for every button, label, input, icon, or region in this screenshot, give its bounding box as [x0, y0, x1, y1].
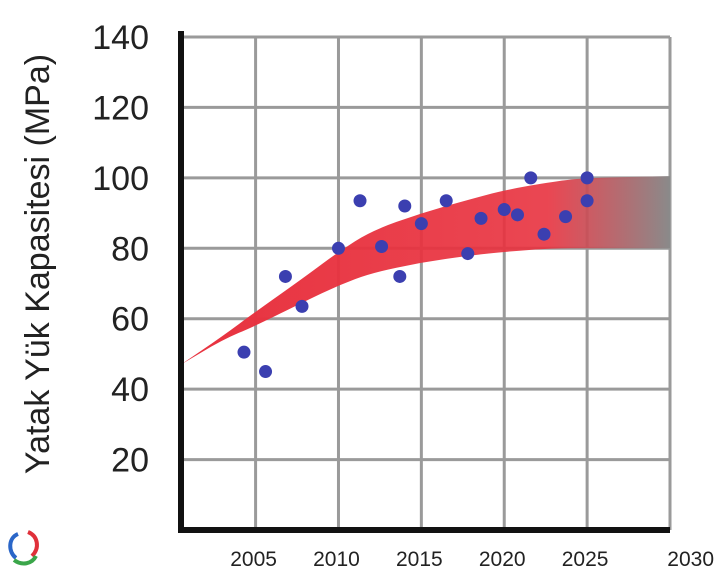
data-point: [414, 217, 428, 231]
y-tick-label: 80: [111, 230, 149, 268]
y-axis-label: Yatak Yük Kapasitesi (MPa): [19, 54, 57, 474]
data-point: [331, 241, 345, 255]
data-point: [474, 211, 488, 225]
y-tick-label: 100: [92, 160, 149, 198]
scatter-points: [237, 171, 594, 379]
x-tick-label: 2025: [562, 548, 609, 571]
data-point: [510, 208, 524, 222]
grid-lines: [181, 35, 672, 530]
data-point: [259, 365, 273, 379]
x-tick-label: 2010: [313, 548, 360, 571]
y-tick-label: 20: [111, 442, 149, 480]
data-point: [439, 194, 453, 208]
x-tick-label: 2020: [479, 548, 526, 571]
data-point: [497, 203, 511, 217]
data-point: [295, 299, 309, 313]
data-point: [237, 345, 251, 359]
y-tick-label: 140: [92, 19, 149, 57]
y-tick-label: 120: [92, 89, 149, 127]
data-point: [580, 194, 594, 208]
interlocking-rings-logo-icon: [8, 530, 39, 566]
data-point: [278, 269, 292, 283]
data-point: [580, 171, 594, 185]
data-point: [559, 210, 573, 224]
data-point: [461, 247, 475, 261]
x-tick-label: 2005: [230, 548, 277, 571]
data-point: [353, 194, 367, 208]
x-tick-labels: 2005 2010 2015 2020 2025 2030: [230, 548, 714, 571]
data-point: [537, 227, 551, 241]
x-tick-label: 2030: [667, 548, 714, 571]
x-tick-label: 2015: [396, 548, 443, 571]
y-tick-label: 60: [111, 301, 149, 339]
data-point: [524, 171, 538, 185]
trend-band: [181, 176, 670, 365]
y-tick-label: 40: [111, 371, 149, 409]
axes: [178, 31, 670, 533]
y-tick-labels: 20 40 60 80 100 120 140: [92, 19, 149, 480]
data-point: [393, 269, 407, 283]
data-point: [398, 199, 412, 213]
data-point: [375, 240, 389, 254]
